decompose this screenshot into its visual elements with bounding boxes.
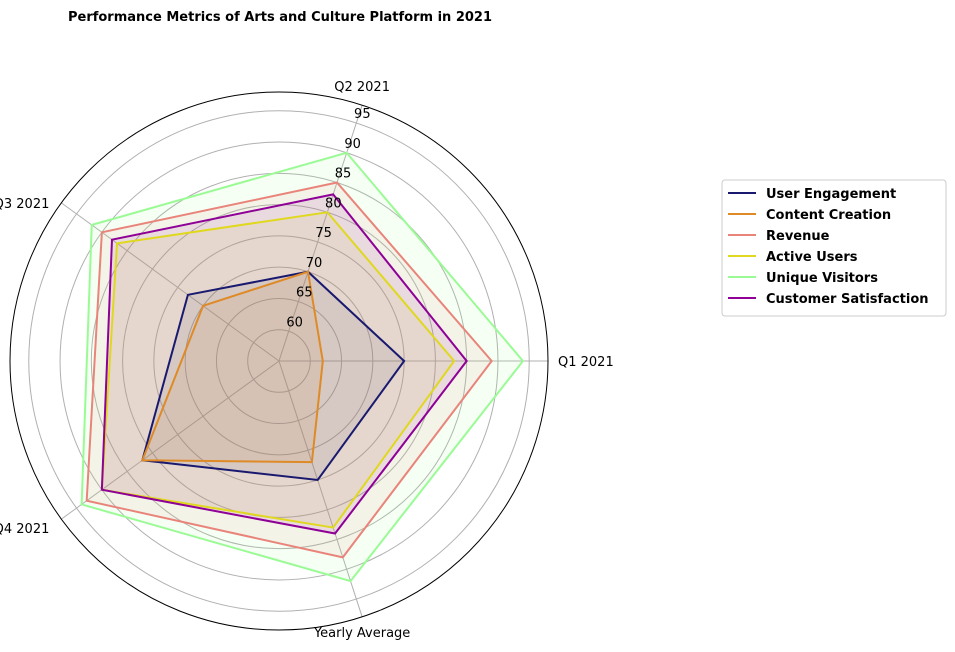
series-area [142,271,323,463]
radial-tick-label: 90 [344,137,361,152]
category-label: Q3 2021 [0,197,49,212]
polar-frame [9,91,549,631]
grid-spoke [278,360,363,617]
category-label: Q2 2021 [334,80,390,95]
series-area [101,212,455,528]
radar-grid [9,91,549,631]
series-fills [81,152,523,582]
legend-label: Customer Satisfaction [766,292,929,307]
legend: User Engagement Content Creation Revenue Ac… [721,179,947,317]
legend-label: Unique Visitors [766,271,878,286]
series-area [101,194,467,534]
series-line [80,151,525,583]
radial-tick-label: 95 [354,107,371,122]
series-line [140,270,324,464]
legend-label: Active Users [766,250,858,265]
radial-tick-label: 70 [306,256,323,271]
category-label: Q1 2021 [558,355,614,370]
radial-tick-label: 80 [325,196,342,211]
axis-labels: 60 65 70 75 80 85 90 95 Q1 2021 Q2 2021 Q3 2021 Q4 … [0,80,614,641]
series-line [100,211,456,529]
series-area [86,182,492,558]
legend-box [721,179,947,317]
category-label: Yearly Average [313,626,410,641]
category-label: Q4 2021 [0,522,49,537]
series-line [85,181,493,559]
legend-label: Revenue [766,229,830,244]
grid-spoke [61,202,280,362]
series-line [141,270,406,482]
series-area [81,152,523,582]
series-lines [80,151,525,583]
radial-tick-label: 60 [286,315,303,330]
legend-label: Content Creation [766,208,891,223]
grid-spoke [61,360,280,520]
series-area [142,271,405,480]
radial-tick-label: 75 [315,226,332,241]
radial-tick-label: 85 [335,167,352,182]
series-line [100,193,468,535]
grid-spoke [278,105,363,362]
radial-tick-label: 65 [296,286,313,301]
chart-title: Performance Metrics of Arts and Culture … [68,10,492,25]
legend-label: User Engagement [766,187,896,202]
